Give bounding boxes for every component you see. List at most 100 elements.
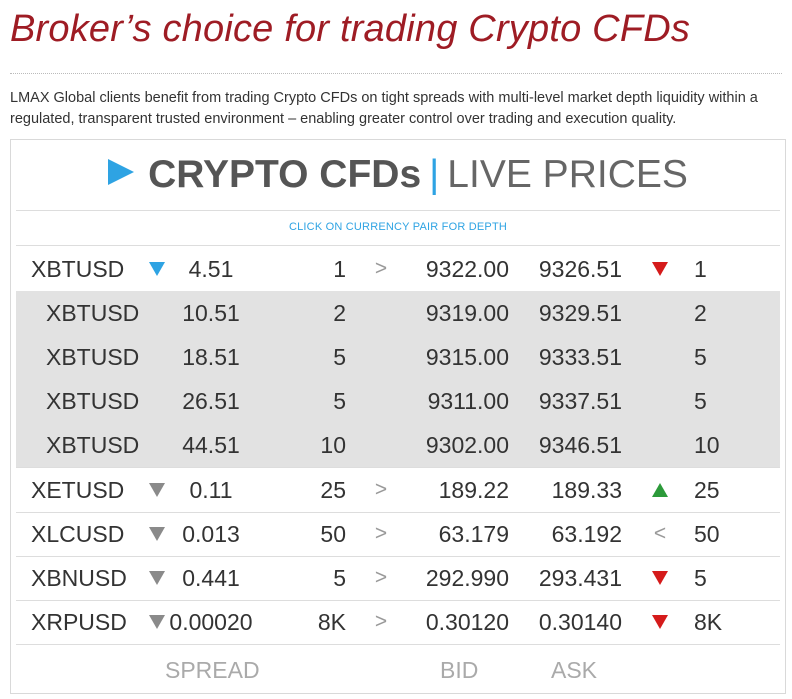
triangle-up-icon — [652, 483, 668, 497]
ask-size: 10 — [694, 432, 720, 458]
pair-direction — [147, 247, 167, 291]
triangle-down-icon — [149, 483, 165, 497]
panel-title-light: LIVE PRICES — [447, 153, 688, 196]
column-header-ask: ASK — [551, 657, 598, 683]
spread-value: 18.51 — [182, 344, 240, 370]
pair-direction — [147, 512, 167, 556]
bid-size: 1 — [333, 256, 346, 282]
greater-than-icon: > — [374, 566, 388, 589]
pair-direction — [147, 600, 167, 644]
ask-direction — [648, 468, 672, 512]
greater-than-icon: > — [374, 478, 388, 501]
currency-pair: XBTUSD — [46, 344, 140, 370]
price-row[interactable]: XBTUSD 4.51 1 >9322.00 9326.51 1 — [16, 247, 780, 291]
ask-size: 1 — [694, 256, 707, 282]
spread-value: 26.51 — [182, 388, 240, 414]
bid-size: 2 — [333, 300, 346, 326]
ask-size: 5 — [694, 388, 707, 414]
spread-value: 0.00020 — [169, 609, 253, 635]
depth-hint: CLICK ON CURRENCY PAIR FOR DEPTH — [288, 221, 508, 233]
bid-price: 0.30120 — [425, 609, 509, 635]
triangle-down-icon — [149, 527, 165, 541]
currency-pair: XBTUSD — [46, 432, 140, 458]
bid-price: 292.990 — [425, 565, 509, 591]
bid-size: 5 — [333, 565, 346, 591]
divider — [16, 245, 780, 246]
ask-price: 9329.51 — [538, 300, 622, 326]
currency-pair[interactable]: XBTUSD — [31, 256, 125, 282]
currency-pair[interactable]: XETUSD — [31, 477, 125, 503]
bid-price: 189.22 — [438, 477, 509, 503]
spread-value: 4.51 — [188, 256, 234, 282]
ask-direction — [648, 556, 672, 600]
ask-price: 63.192 — [551, 521, 622, 547]
panel-title-bold: CRYPTO CFDs — [148, 153, 422, 196]
greater-than-icon: > — [374, 257, 388, 280]
bid-size: 5 — [333, 344, 346, 370]
ask-direction — [648, 600, 672, 644]
bid-price: 9311.00 — [427, 388, 509, 414]
ask-price: 293.431 — [538, 565, 622, 591]
page-headline: Broker’s choice for trading Crypto CFDs — [10, 8, 691, 50]
bid-size: 50 — [320, 521, 346, 547]
divider — [16, 556, 780, 557]
price-row[interactable]: XETUSD 0.11 25 >189.22 189.33 25 — [16, 468, 780, 512]
divider — [16, 600, 780, 601]
bid-price: 9302.00 — [425, 432, 509, 458]
greater-than-icon: > — [374, 522, 388, 545]
intro-paragraph: LMAX Global clients benefit from trading… — [10, 90, 758, 127]
bid-price: 9322.00 — [425, 256, 509, 282]
currency-pair[interactable]: XBNUSD — [31, 565, 127, 591]
ask-size: 50 — [694, 521, 720, 547]
less-than-icon: < — [653, 522, 667, 545]
divider — [16, 644, 780, 645]
depth-row: XBTUSD 18.51 5 9315.00 9333.51 5 — [16, 335, 780, 379]
dotted-divider — [10, 73, 782, 74]
spread-value: 10.51 — [182, 300, 240, 326]
column-header-spread: SPREAD — [165, 657, 260, 683]
currency-pair: XBTUSD — [46, 388, 140, 414]
depth-row: XBTUSD 44.51 10 9302.00 9346.51 10 — [16, 423, 780, 467]
pair-direction — [147, 556, 167, 600]
ask-size: 2 — [694, 300, 707, 326]
spread-value: 0.013 — [182, 521, 240, 547]
currency-pair: XBTUSD — [46, 300, 140, 326]
price-row[interactable]: XRPUSD 0.00020 8K >0.30120 0.30140 8K — [16, 600, 780, 644]
ask-price: 0.30140 — [538, 609, 622, 635]
ask-price: 9346.51 — [538, 432, 622, 458]
triangle-down-icon — [149, 262, 165, 276]
divider — [16, 512, 780, 513]
ask-price: 9326.51 — [538, 256, 622, 282]
currency-pair[interactable]: XLCUSD — [31, 521, 125, 547]
bid-size: 8K — [317, 609, 346, 635]
ask-price: 9333.51 — [538, 344, 622, 370]
ask-size: 5 — [694, 565, 707, 591]
divider — [16, 210, 780, 211]
bid-size: 10 — [320, 432, 346, 458]
play-icon — [108, 159, 135, 185]
bid-size: 5 — [333, 388, 346, 414]
ask-price: 9337.51 — [538, 388, 622, 414]
ask-size: 8K — [694, 609, 723, 635]
column-header-bid: BID — [440, 657, 479, 683]
ask-size: 5 — [694, 344, 707, 370]
ask-direction: < — [648, 512, 672, 556]
greater-than-icon: > — [374, 610, 388, 633]
triangle-down-icon — [652, 262, 668, 276]
depth-row: XBTUSD 26.51 5 9311.00 9337.51 5 — [16, 379, 780, 423]
ask-size: 25 — [694, 477, 720, 503]
triangle-down-icon — [652, 571, 668, 585]
pair-direction — [147, 468, 167, 512]
price-row[interactable]: XBNUSD 0.441 5 >292.990 293.431 5 — [16, 556, 780, 600]
panel-title: CRYPTO CFDs | LIVE PRICES — [11, 153, 785, 197]
price-row[interactable]: XLCUSD 0.013 50 >63.179 63.192 <50 — [16, 512, 780, 556]
ask-price: 189.33 — [551, 477, 622, 503]
triangle-down-icon — [149, 571, 165, 585]
spread-value: 0.11 — [189, 477, 233, 503]
spread-value: 0.441 — [182, 565, 240, 591]
triangle-down-icon — [652, 615, 668, 629]
ask-direction — [648, 247, 672, 291]
currency-pair[interactable]: XRPUSD — [31, 609, 127, 635]
spread-value: 44.51 — [182, 432, 240, 458]
bid-price: 63.179 — [438, 521, 509, 547]
